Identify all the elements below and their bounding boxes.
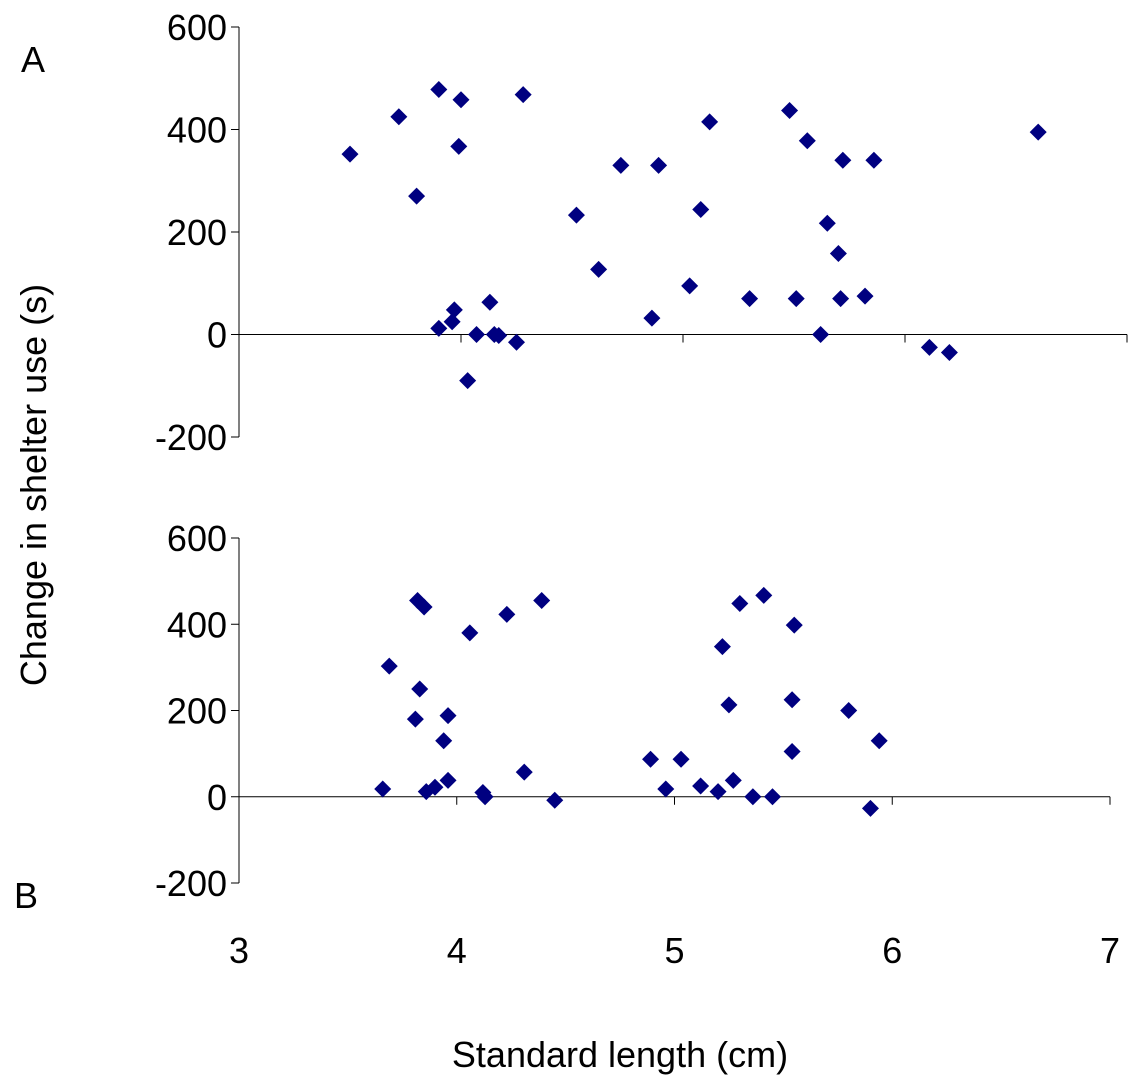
y-tick-label: 600 <box>167 518 227 559</box>
data-point <box>533 592 551 610</box>
x-tick-label: 5 <box>664 930 684 971</box>
data-point <box>590 260 608 278</box>
data-point <box>692 200 710 218</box>
y-tick-label: -200 <box>155 863 227 904</box>
panel-a: 600 400 200 0 -200 A <box>21 7 1128 458</box>
data-point <box>612 156 630 174</box>
data-point <box>498 605 516 623</box>
data-point <box>406 710 424 728</box>
panel-label: B <box>14 875 38 916</box>
data-point <box>856 287 874 305</box>
data-point <box>763 788 781 806</box>
x-tick-label: 3 <box>229 930 249 971</box>
data-point <box>741 290 759 308</box>
data-point <box>829 245 847 263</box>
data-point <box>731 595 749 613</box>
data-point <box>865 151 883 169</box>
data-point <box>701 113 719 131</box>
data-point <box>450 137 468 155</box>
data-point <box>840 702 858 719</box>
data-point <box>390 108 408 126</box>
data-point <box>435 732 453 750</box>
y-tick-label: 200 <box>167 212 227 253</box>
data-point <box>643 309 661 327</box>
data-point <box>430 319 448 337</box>
y-tick-label: 600 <box>167 7 227 48</box>
data-point <box>430 81 448 99</box>
data-point <box>567 206 585 224</box>
data-point <box>476 788 494 806</box>
y-tick-label: 400 <box>167 110 227 151</box>
data-point <box>781 102 799 120</box>
data-point <box>341 145 359 163</box>
data-point <box>798 132 816 150</box>
data-point <box>940 343 958 361</box>
panel-label: A <box>21 39 45 80</box>
y-tick-label: 0 <box>207 777 227 818</box>
data-point <box>380 657 398 675</box>
data-point <box>724 771 742 789</box>
data-point <box>642 750 660 768</box>
data-point <box>787 290 805 308</box>
data-point <box>459 372 477 390</box>
data-point <box>870 732 888 750</box>
data-point <box>1029 123 1047 141</box>
data-point <box>692 777 710 795</box>
x-tick-label: 4 <box>447 930 467 971</box>
data-point <box>426 778 444 796</box>
data-point <box>408 187 426 205</box>
data-point <box>546 791 564 809</box>
data-point <box>508 333 525 351</box>
data-point <box>681 277 699 295</box>
data-point <box>755 586 773 604</box>
data-point <box>861 799 879 817</box>
data-point <box>439 771 457 789</box>
data-point <box>709 783 727 801</box>
data-point <box>374 780 392 798</box>
data-point <box>415 598 433 616</box>
y-tick-label: 200 <box>167 691 227 732</box>
data-point <box>657 780 675 798</box>
data-point <box>672 750 690 768</box>
data-point <box>443 313 461 331</box>
y-tick-label: 400 <box>167 604 227 645</box>
data-point <box>818 214 836 232</box>
data-point <box>452 91 470 109</box>
data-point <box>785 616 803 634</box>
data-point <box>461 624 479 642</box>
data-point <box>439 707 457 725</box>
data-point <box>783 742 801 760</box>
data-point <box>411 680 429 698</box>
x-tick-label: 7 <box>1100 930 1120 971</box>
data-point <box>515 763 533 781</box>
data-point <box>481 293 499 311</box>
x-axis-title: Standard length (cm) <box>452 1034 788 1075</box>
y-tick-label: 0 <box>207 315 227 356</box>
data-point <box>445 301 463 319</box>
data-point <box>744 788 762 806</box>
data-point <box>832 290 850 308</box>
data-point <box>720 696 738 714</box>
data-point <box>812 326 830 343</box>
data-point <box>468 326 486 343</box>
y-axis-title: Change in shelter use (s) <box>13 284 54 686</box>
data-point <box>490 327 508 345</box>
data-point <box>650 156 668 174</box>
data-point <box>514 86 532 104</box>
y-tick-label: -200 <box>155 417 227 458</box>
data-point <box>783 691 801 709</box>
data-point <box>713 638 731 656</box>
data-point <box>834 151 852 169</box>
x-tick-label: 6 <box>882 930 902 971</box>
data-point <box>920 338 938 356</box>
